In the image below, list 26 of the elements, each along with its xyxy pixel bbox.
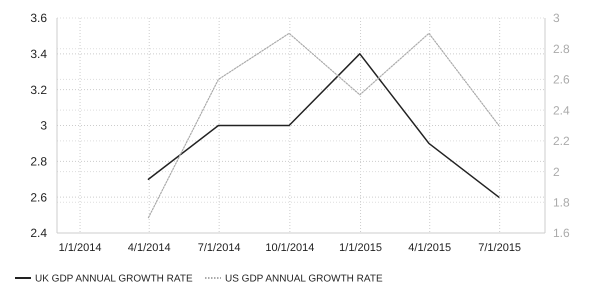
y2-tick-label: 2.2 [553,134,570,148]
y2-tick-label: 1.6 [553,226,570,240]
y2-tick-label: 3 [553,11,560,26]
y2-tick-label: 2 [553,164,560,179]
y2-tick-label: 2.6 [553,72,570,87]
x-tick-label: 7/1/2014 [198,242,241,254]
legend-label: UK GDP ANNUAL GROWTH RATE [35,274,193,284]
x-tick-label: 7/1/2015 [478,242,522,254]
y-tick-label: 3.6 [30,11,48,26]
y-tick-label: 3.2 [30,82,48,97]
y-tick-label: 3.4 [30,47,48,62]
y2-tick-label: 2.4 [553,103,570,118]
line-series [148,53,500,198]
y-tick-label: 2.4 [30,226,48,240]
x-tick-label: 4/1/2014 [128,242,171,254]
line-series [148,32,500,218]
y2-tick-label: 1.8 [553,195,570,210]
x-tick-label: 1/1/2015 [339,242,382,254]
y-tick-label: 3 [40,118,48,133]
x-tick-label: 1/1/2014 [58,242,102,254]
y-tick-label: 2.6 [30,190,48,204]
legend-label: US GDP ANNUAL GROWTH RATE [225,274,383,284]
x-tick-label: 4/1/2015 [408,242,452,254]
x-tick-label: 10/1/2014 [265,242,314,254]
y-tick-label: 2.8 [30,154,48,169]
y2-tick-label: 2.8 [553,42,570,56]
